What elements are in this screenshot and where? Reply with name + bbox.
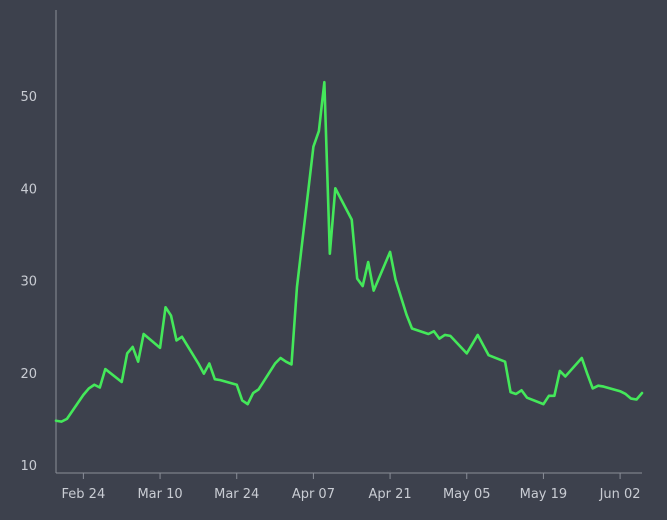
x-axis-ticks: Feb 24 Mar 10 Mar 24 Apr 07 Apr 21 May 05 May … [62,473,641,502]
y-tick-label: 50 [20,90,37,105]
x-tick-label: May 05 [443,487,491,502]
series-line [54,80,644,423]
y-tick-label: 40 [20,182,37,197]
series-layer [54,80,644,423]
x-tick-label: Feb 24 [62,487,106,502]
x-tick-label: Apr 07 [292,487,335,502]
y-tick-label: 20 [20,367,37,382]
x-tick-label: Mar 10 [137,487,182,502]
x-tick-label: Mar 24 [214,487,259,502]
x-tick-label: Apr 21 [368,487,411,502]
y-tick-label: 10 [20,459,37,474]
x-tick-label: May 19 [520,487,568,502]
x-tick-label: Jun 02 [599,487,641,502]
y-tick-label: 30 [20,275,37,290]
y-axis-ticks: 10 20 30 40 50 [20,90,37,474]
